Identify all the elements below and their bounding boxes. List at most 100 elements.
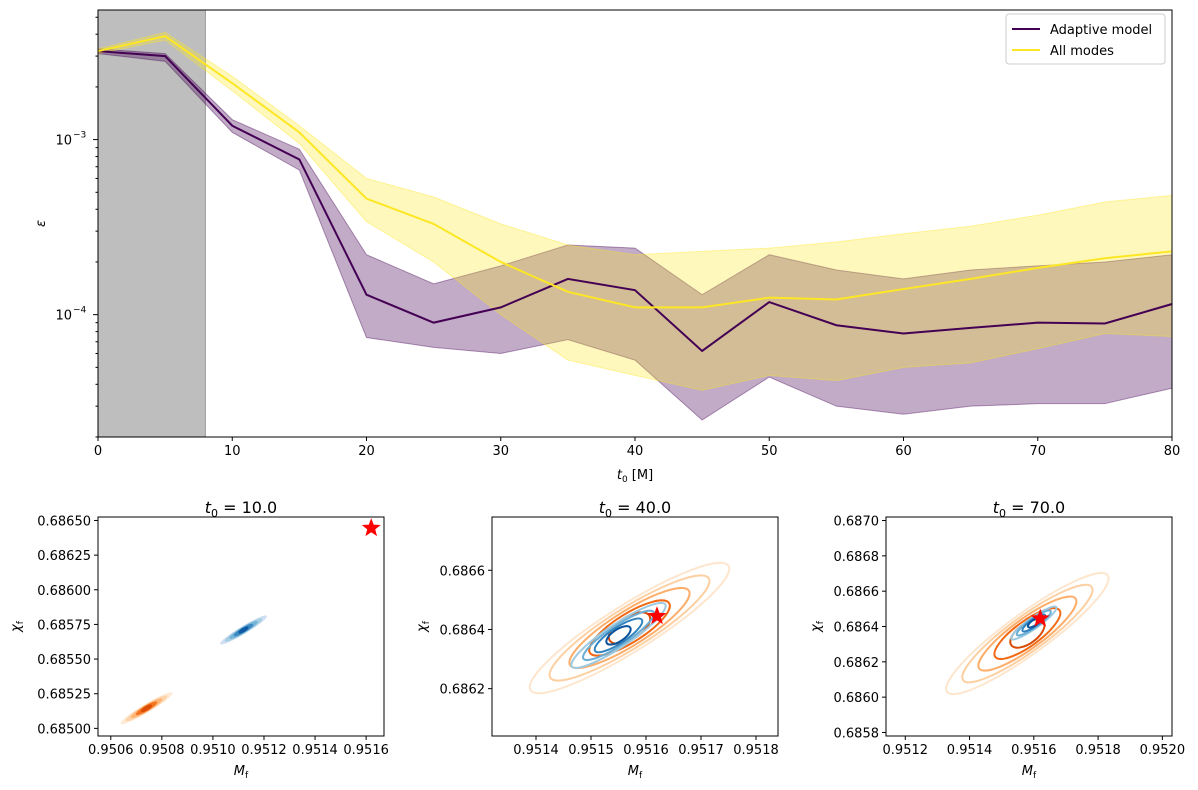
panel-1: 0.9506 0.9508 0.9510 0.9512 0.9514 0.9516 0.68… bbox=[9, 498, 389, 781]
shaded-region-rect bbox=[98, 10, 206, 437]
y-label-sub: f bbox=[816, 620, 826, 624]
contour-oranges bbox=[993, 607, 1062, 660]
panel-x-tick-label: 0.9516 bbox=[623, 743, 669, 758]
panel-x-tick-label: 0.9512 bbox=[883, 743, 929, 758]
y-label-sub: f bbox=[422, 620, 432, 624]
panel-x-tick-label: 0.9517 bbox=[678, 743, 724, 758]
legend-label-1: All modes bbox=[1050, 44, 1114, 59]
y-label-main: χ bbox=[9, 623, 24, 633]
panel-plot-area bbox=[528, 561, 731, 695]
contour-oranges bbox=[961, 583, 1094, 684]
panel-y-tick-label: 0.6866 bbox=[440, 564, 486, 579]
legend-box bbox=[1005, 13, 1166, 65]
main-x-tick-label: 20 bbox=[358, 444, 375, 459]
panel-y-axis-label: χf bbox=[9, 620, 26, 633]
legend-label-0: Adaptive model bbox=[1050, 23, 1152, 38]
y-tick-base: 10 bbox=[55, 134, 72, 149]
title-main: t bbox=[205, 498, 212, 517]
main-x-tick-label: 60 bbox=[895, 444, 912, 459]
title-sub: 0 bbox=[605, 507, 612, 520]
panel-x-tick-label: 0.9518 bbox=[1075, 743, 1121, 758]
contour-oranges bbox=[945, 572, 1110, 696]
main-y-tick-label: 10 bbox=[55, 309, 72, 324]
contour-oranges bbox=[568, 586, 691, 670]
panel-x-tick-label: 0.9514 bbox=[292, 743, 338, 758]
panel-plot-area bbox=[120, 615, 267, 725]
panel-3: 0.9512 0.9514 0.9516 0.9518 0.9520 0.6858 0.68… bbox=[809, 498, 1185, 781]
y-tick-base: 10 bbox=[55, 309, 72, 324]
panel-y-tick-label: 0.6862 bbox=[440, 683, 486, 698]
panel-y-tick-label: 0.6868 bbox=[834, 550, 880, 565]
series-band-1 bbox=[98, 31, 1172, 391]
main-x-tick-label: 40 bbox=[627, 444, 644, 459]
title-main: t bbox=[599, 498, 606, 517]
panel-x-axis-label: Mf bbox=[628, 764, 643, 781]
series-line-0 bbox=[98, 50, 1172, 353]
panel-x-tick-label: 0.9514 bbox=[513, 743, 559, 758]
panel-y-tick-label: 0.68625 bbox=[37, 549, 91, 564]
panel-y-tick-label: 0.6870 bbox=[834, 515, 880, 530]
panel-y-tick-label: 0.6864 bbox=[440, 623, 486, 638]
panel-y-axis-label: χf bbox=[415, 620, 432, 633]
contour-blues bbox=[238, 626, 249, 634]
contour-blues bbox=[570, 601, 667, 669]
panel-y-tick-label: 0.68600 bbox=[37, 584, 91, 599]
x-label-main: M bbox=[234, 764, 245, 779]
main-x-tick-label: 10 bbox=[224, 444, 241, 459]
contour-oranges bbox=[977, 595, 1078, 672]
panel-y-tick-label: 0.6858 bbox=[834, 726, 880, 741]
x-label-main: M bbox=[1022, 764, 1033, 779]
panel-x-tick-label: 0.9512 bbox=[241, 743, 287, 758]
panel-title: t0 = 10.0 bbox=[205, 498, 277, 520]
panel-y-tick-label: 0.68525 bbox=[37, 688, 91, 703]
panel-x-tick-label: 0.9516 bbox=[343, 743, 389, 758]
panel-y-axis-label: χf bbox=[809, 620, 826, 633]
panel-y-tick-label: 0.68550 bbox=[37, 653, 91, 668]
main-x-tick-label: 70 bbox=[1029, 444, 1046, 459]
panel-title: t0 = 70.0 bbox=[993, 498, 1065, 520]
panel-x-tick-label: 0.9508 bbox=[139, 743, 185, 758]
panel-y-tick-label: 0.6862 bbox=[834, 656, 880, 671]
main-y-axis-label: ε bbox=[34, 220, 49, 227]
main-x-axis-label: t0 [M] bbox=[617, 468, 653, 485]
x-label-main: t bbox=[617, 468, 623, 483]
y-label-sub: f bbox=[16, 620, 26, 624]
title-sub: 0 bbox=[999, 507, 1006, 520]
main-x-tick-label: 80 bbox=[1164, 444, 1181, 459]
main-y-tick-label: 10 bbox=[55, 134, 72, 149]
x-label-sub: 0 bbox=[622, 475, 628, 485]
x-label-sub: f bbox=[245, 771, 249, 781]
contour-oranges bbox=[141, 704, 152, 712]
contour-blues bbox=[582, 609, 655, 662]
x-label-main: M bbox=[628, 764, 639, 779]
title-rest: = 40.0 bbox=[612, 498, 671, 517]
panel-plot-area bbox=[945, 572, 1110, 696]
panel-x-axis-label: Mf bbox=[234, 764, 249, 781]
truth-star-marker bbox=[361, 518, 381, 537]
truth-star-marker bbox=[1030, 608, 1050, 627]
x-label-sub: f bbox=[639, 771, 643, 781]
panel-y-tick-label: 0.68500 bbox=[37, 722, 91, 737]
contour-oranges bbox=[588, 599, 671, 657]
main-x-tick-label: 50 bbox=[761, 444, 778, 459]
y-label-main: χ bbox=[415, 623, 430, 633]
contour-blues bbox=[593, 617, 644, 654]
panel-y-tick-label: 0.6860 bbox=[834, 691, 880, 706]
panel-y-tick-label: 0.6866 bbox=[834, 585, 880, 600]
main-x-tick-label: 0 bbox=[94, 444, 102, 459]
panel-x-tick-label: 0.9514 bbox=[947, 743, 993, 758]
main-y-tick-exp: −3 bbox=[73, 131, 86, 141]
x-label-unit: [M] bbox=[628, 468, 654, 483]
main-x-tick-label: 30 bbox=[492, 444, 509, 459]
panel-axes-frame bbox=[491, 516, 779, 737]
panel-title: t0 = 40.0 bbox=[599, 498, 671, 520]
panel-x-tick-label: 0.9520 bbox=[1140, 743, 1186, 758]
panel-y-tick-label: 0.68575 bbox=[37, 618, 91, 633]
title-rest: = 10.0 bbox=[218, 498, 277, 517]
panel-y-tick-label: 0.6864 bbox=[834, 621, 880, 636]
contour-blues bbox=[605, 625, 632, 646]
panel-x-tick-label: 0.9515 bbox=[568, 743, 614, 758]
panel-y-tick-label: 0.68650 bbox=[37, 514, 91, 529]
